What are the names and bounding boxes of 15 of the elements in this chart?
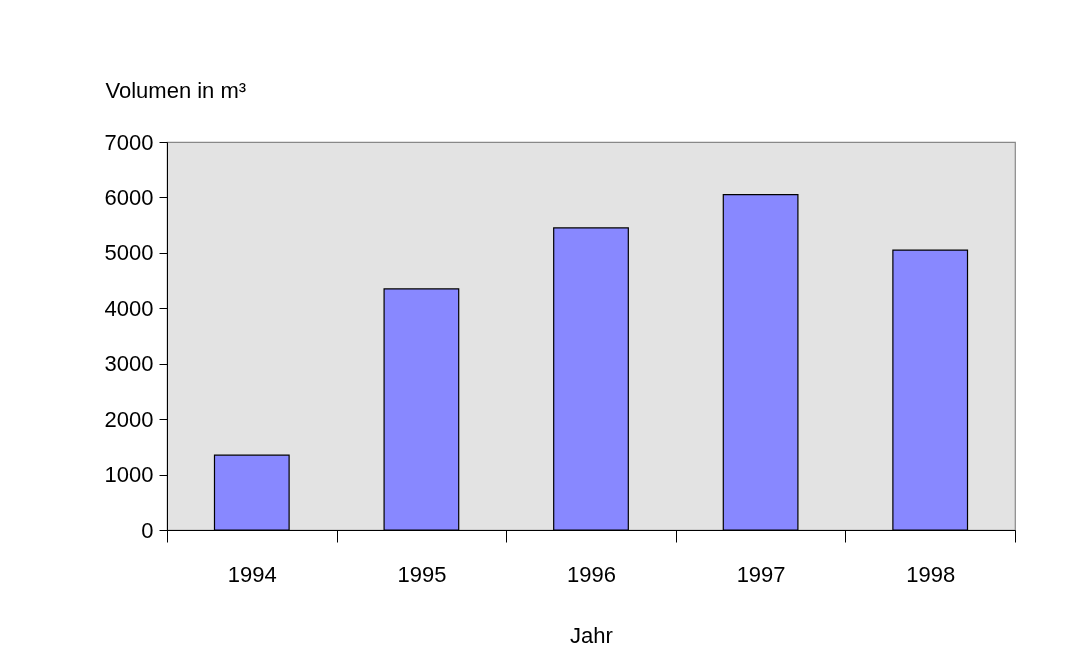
x-tick-label: 1994 bbox=[227, 561, 277, 587]
x-axis-title: Jahr bbox=[570, 622, 613, 648]
y-axis-title: Volumen in m³ bbox=[105, 77, 247, 103]
y-tick-label: 1000 bbox=[104, 462, 154, 488]
x-tick-label: 1995 bbox=[397, 561, 447, 587]
y-tick-label: 3000 bbox=[104, 351, 154, 377]
y-tick-label: 0 bbox=[141, 517, 154, 543]
y-tick-label: 7000 bbox=[104, 129, 154, 155]
y-tick-label: 2000 bbox=[104, 406, 154, 432]
x-tick-label: 1998 bbox=[906, 561, 956, 587]
x-tick-label: 1996 bbox=[567, 561, 616, 587]
x-tick-label: 1997 bbox=[736, 561, 786, 587]
y-tick-label: 6000 bbox=[104, 184, 154, 210]
y-tick-label: 4000 bbox=[104, 295, 154, 321]
y-tick-label: 5000 bbox=[104, 240, 154, 266]
